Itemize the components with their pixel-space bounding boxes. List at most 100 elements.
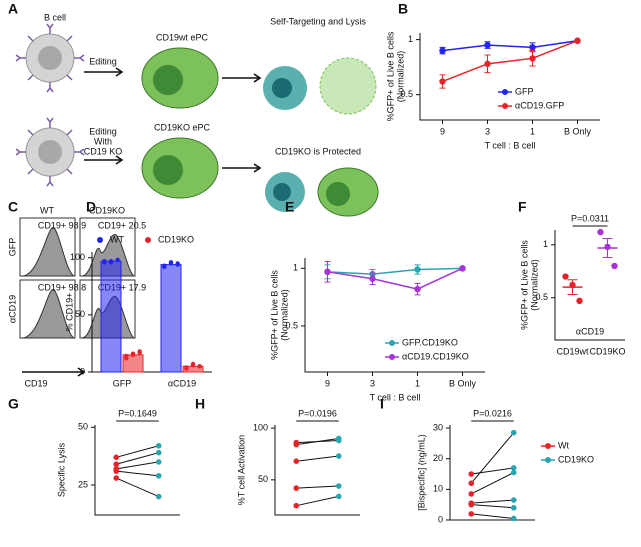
- y-tick-label: 50: [78, 422, 88, 432]
- y-tick-label: 0.5: [285, 320, 298, 330]
- x-tick-label: CD19wt: [556, 346, 589, 356]
- panel-label: I: [380, 396, 384, 412]
- point: [335, 493, 342, 500]
- legend-label: Wt: [558, 440, 569, 450]
- x-tick-label: 3: [370, 378, 375, 388]
- point: [155, 449, 162, 456]
- y-axis-label: Specific Lysis: [56, 442, 66, 497]
- point: [155, 459, 162, 465]
- gate-label: CD19+ 98.8: [38, 282, 86, 292]
- point: [293, 502, 300, 509]
- y-tick-label: 10: [433, 484, 443, 494]
- y-axis-label: (Normalized): [279, 289, 289, 341]
- point: [459, 265, 466, 272]
- legend-swatch: [145, 237, 151, 243]
- pair-line: [116, 477, 159, 497]
- panel-label: F: [518, 199, 527, 215]
- error-bar: [602, 237, 613, 258]
- point: [562, 273, 569, 280]
- axis: [554, 230, 625, 341]
- point: [113, 454, 120, 461]
- point: [510, 515, 517, 522]
- series-line: [327, 267, 463, 290]
- cell-label: CD19KO ePC: [154, 122, 211, 132]
- point: [190, 361, 196, 367]
- annotation: P=0.0216: [473, 408, 512, 418]
- legend-swatch: [389, 354, 395, 360]
- panel-label: G: [8, 396, 19, 412]
- y-tick-label: 100: [253, 422, 268, 432]
- point: [414, 266, 421, 273]
- point: [293, 485, 300, 491]
- point: [113, 461, 120, 468]
- point: [484, 60, 491, 68]
- pair-line: [471, 504, 514, 509]
- panel-label: A: [8, 1, 18, 17]
- annotation: P=0.1649: [118, 408, 157, 418]
- point: [439, 47, 446, 54]
- y-tick-label: 1: [543, 239, 548, 249]
- axis: [274, 425, 360, 516]
- y-tick-label: 20: [433, 453, 443, 463]
- point: [414, 285, 421, 293]
- pair-line: [296, 495, 339, 507]
- panel-label: H: [195, 396, 205, 412]
- cell-label: B cell: [44, 12, 66, 22]
- step-label: Editing: [89, 126, 117, 136]
- point: [168, 260, 174, 265]
- panel-label: B: [398, 1, 408, 17]
- point: [439, 78, 446, 85]
- legend-label: αCD19.GFP: [515, 100, 564, 110]
- series-line: [327, 267, 463, 275]
- legend-swatch: [545, 457, 551, 463]
- pair-line: [296, 455, 339, 462]
- point: [184, 366, 189, 371]
- point: [124, 353, 129, 359]
- x-tick-label: B Only: [564, 126, 592, 136]
- legend-label: CD19KO: [158, 234, 194, 244]
- point: [484, 41, 491, 49]
- annotation: P=0.0196: [298, 408, 337, 418]
- legend-swatch: [389, 340, 395, 346]
- point: [335, 435, 342, 442]
- y-tick-label: 0: [438, 514, 443, 524]
- pair-line: [471, 499, 514, 504]
- point: [574, 37, 581, 44]
- point: [510, 465, 517, 471]
- column-label: WT: [40, 205, 54, 215]
- pair-line: [296, 437, 339, 446]
- point: [155, 472, 162, 479]
- y-tick-label: 0: [80, 366, 85, 376]
- axis-label: CD19: [24, 378, 47, 388]
- y-tick-label: 50: [75, 309, 85, 319]
- point: [155, 442, 162, 449]
- point: [529, 44, 536, 51]
- x-axis-label: T cell : B cell: [485, 140, 536, 150]
- pair-line: [116, 461, 159, 470]
- point: [468, 511, 475, 517]
- step-label: With: [94, 136, 112, 146]
- y-axis-label: %GFP+ of Live B cells: [519, 240, 529, 330]
- point: [335, 453, 342, 459]
- outcome-label: Self-Targeting and Lysis: [270, 16, 366, 26]
- y-axis-label: % CD19+: [64, 293, 74, 332]
- x-tick-label: 1: [530, 126, 535, 136]
- schematic: [15, 23, 379, 217]
- legend-label: WT: [110, 234, 124, 244]
- y-tick-label: 25: [78, 479, 88, 489]
- legend-swatch: [502, 89, 508, 95]
- pair-line: [471, 513, 514, 519]
- panel-label: E: [285, 199, 294, 215]
- point: [369, 275, 376, 282]
- panel-label: D: [86, 199, 96, 215]
- legend-swatch: [97, 237, 103, 243]
- panel-label: C: [8, 199, 18, 215]
- y-tick-label: 30: [433, 422, 443, 432]
- series-line: [442, 39, 578, 52]
- row-label: GFP: [7, 238, 17, 257]
- y-axis-label: %T cell Activation: [236, 435, 246, 505]
- point: [130, 351, 136, 356]
- x-tick-label: GFP: [113, 378, 132, 388]
- bar: [160, 264, 182, 373]
